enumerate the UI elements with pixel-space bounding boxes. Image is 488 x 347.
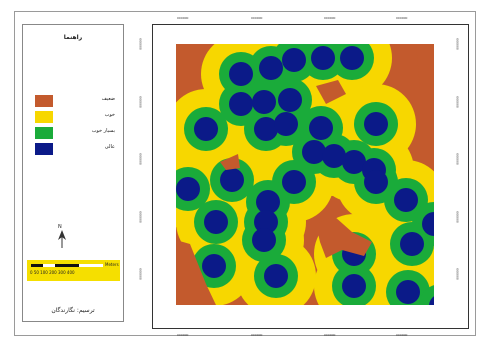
legend-swatch-very-good (35, 127, 53, 139)
excellent-core (394, 188, 418, 212)
excellent-core (264, 264, 288, 288)
scale-tick-labels: 0 50 100 200 300 400 (30, 270, 75, 275)
excellent-core (259, 56, 283, 80)
coord-right-5: 000000 (455, 268, 460, 280)
poor-pocket (220, 154, 240, 170)
poor-pocket (416, 44, 434, 104)
excellent-core (342, 274, 366, 298)
coord-left-2: 000000 (138, 96, 143, 108)
coord-bottom-2: 000000 (251, 333, 263, 337)
excellent-core (364, 170, 388, 194)
legend-item-very-good: بسیار خوب (35, 127, 115, 139)
excellent-core (311, 46, 335, 70)
excellent-core (278, 88, 302, 112)
excellent-core (282, 48, 306, 72)
excellent-core (396, 280, 420, 304)
legend-swatch-poor (35, 95, 53, 107)
excellent-core (204, 210, 228, 234)
coord-bottom-1: 000000 (177, 333, 189, 337)
coord-right-2: 000000 (455, 96, 460, 108)
legend-label-good: خوب (104, 112, 115, 118)
coord-top-2: 000000 (251, 16, 263, 20)
excellent-core (364, 112, 388, 136)
excellent-core (254, 117, 278, 141)
excellent-core (176, 177, 200, 201)
suitability-map (176, 44, 434, 305)
excellent-core (429, 296, 434, 305)
poor-pocket (316, 80, 346, 104)
excellent-core (282, 170, 306, 194)
coord-left-5: 000000 (138, 268, 143, 280)
excellent-core (202, 254, 226, 278)
excellent-core (302, 140, 326, 164)
zone-pockets (176, 44, 434, 305)
excellent-core (252, 90, 276, 114)
excellent-core (229, 62, 253, 86)
legend-swatch-good (35, 111, 53, 123)
excellent-core (340, 46, 364, 70)
coord-top-3: 000000 (324, 16, 336, 20)
very-good-buffer (419, 285, 434, 305)
coord-top-4: 000000 (396, 16, 408, 20)
legend-label-very-good: بسیار خوب (91, 128, 115, 134)
legend-panel: راهنما ضعیف خوب بسیار خوب عالی N Meters … (22, 24, 124, 322)
coord-top-1: 000000 (177, 16, 189, 20)
coord-left-1: 000000 (138, 38, 143, 50)
excellent-core (322, 144, 346, 168)
poor-pocket (176, 240, 216, 305)
legend-swatch-excellent (35, 143, 53, 155)
coord-bottom-4: 000000 (396, 333, 408, 337)
coord-bottom-3: 000000 (324, 333, 336, 337)
zone-very-good (176, 44, 434, 305)
scale-bar: Meters 0 50 100 200 300 400 (27, 260, 120, 281)
excellent-core (254, 210, 278, 234)
scale-segment (55, 264, 79, 267)
legend-label-excellent: عالی (104, 144, 115, 150)
excellent-core (229, 92, 253, 116)
excellent-core (220, 168, 244, 192)
scale-segment (31, 264, 43, 267)
scale-segment (79, 264, 103, 267)
north-arrow-label: N (58, 224, 62, 230)
excellent-core (194, 117, 218, 141)
legend-title: راهنما (63, 34, 83, 41)
excellent-core (256, 190, 280, 214)
zone-excellent (176, 46, 434, 305)
excellent-core (252, 228, 276, 252)
coord-left-4: 000000 (138, 211, 143, 223)
coord-right-3: 000000 (455, 153, 460, 165)
map-credit: ترسیم: نگارندگان (51, 307, 95, 314)
legend-label-poor: ضعیف (101, 96, 115, 102)
legend-item-good: خوب (35, 111, 115, 123)
excellent-core (274, 112, 298, 136)
coord-right-1: 000000 (455, 38, 460, 50)
excellent-core (422, 212, 434, 236)
excellent-core (400, 232, 424, 256)
legend-item-excellent: عالی (35, 143, 115, 155)
poor-pocket (316, 216, 372, 258)
legend-item-poor: ضعیف (35, 95, 115, 107)
scale-segment (43, 264, 55, 267)
coord-right-4: 000000 (455, 211, 460, 223)
excellent-core (342, 150, 366, 174)
coord-left-3: 000000 (138, 153, 143, 165)
excellent-core (309, 116, 333, 140)
north-arrow-icon (58, 230, 66, 248)
scale-units: Meters (105, 262, 119, 267)
